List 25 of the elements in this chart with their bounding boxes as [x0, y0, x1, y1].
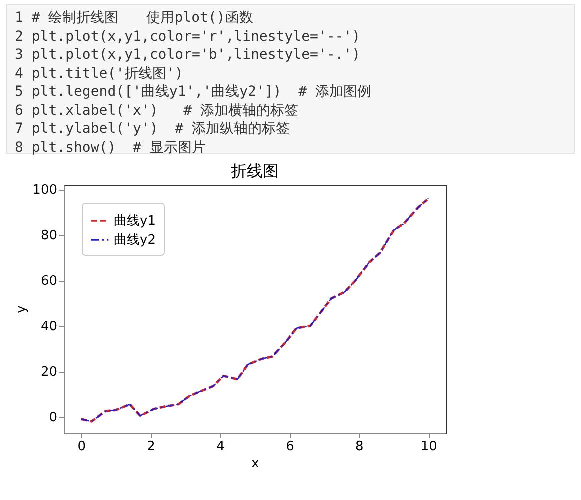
y-tick-label: 20 — [40, 365, 58, 380]
chart-title: 折线图 — [231, 162, 279, 181]
text: 4 plt.title('折线图') — [15, 64, 184, 83]
y-tick-label: 0 — [49, 410, 58, 426]
y-tick-label: 40 — [40, 320, 58, 335]
x-tick-label: 0 — [78, 440, 86, 454]
y-axis-title: y — [14, 305, 30, 314]
x-tick-label: 8 — [356, 440, 364, 454]
y-tick-label: 100 — [32, 183, 58, 198]
text: 2 plt.plot(x,y1,color='r',linestyle='--') — [15, 28, 362, 46]
y-tick-label: 80 — [40, 228, 58, 244]
text: 6 plt.xlabel('x') # 添加横轴的标签 — [15, 102, 300, 120]
y-tick-label: 60 — [40, 274, 58, 290]
text: 7 plt.ylabel('y') # 添加纵轴的标签 — [15, 120, 292, 138]
x-tick-label: 2 — [147, 440, 156, 454]
x-axis-title: x — [252, 456, 260, 472]
text: 5 plt.legend(['曲线y1','曲线y2']) # 添加图例 — [15, 83, 372, 102]
x-tick-label: 6 — [286, 440, 294, 454]
text: 8 plt.show() # 显示图片 — [15, 138, 207, 157]
legend-label: 曲线y1 — [114, 214, 156, 229]
text: 1 # 绘制折线图 使用plot()函数 — [15, 9, 254, 28]
text: 3 plt.plot(x,y1,color='b',linestyle='-.') — [15, 46, 362, 64]
legend-label: 曲线y2 — [114, 233, 156, 248]
x-tick-label: 4 — [216, 440, 225, 454]
x-tick-label: 10 — [420, 440, 438, 454]
